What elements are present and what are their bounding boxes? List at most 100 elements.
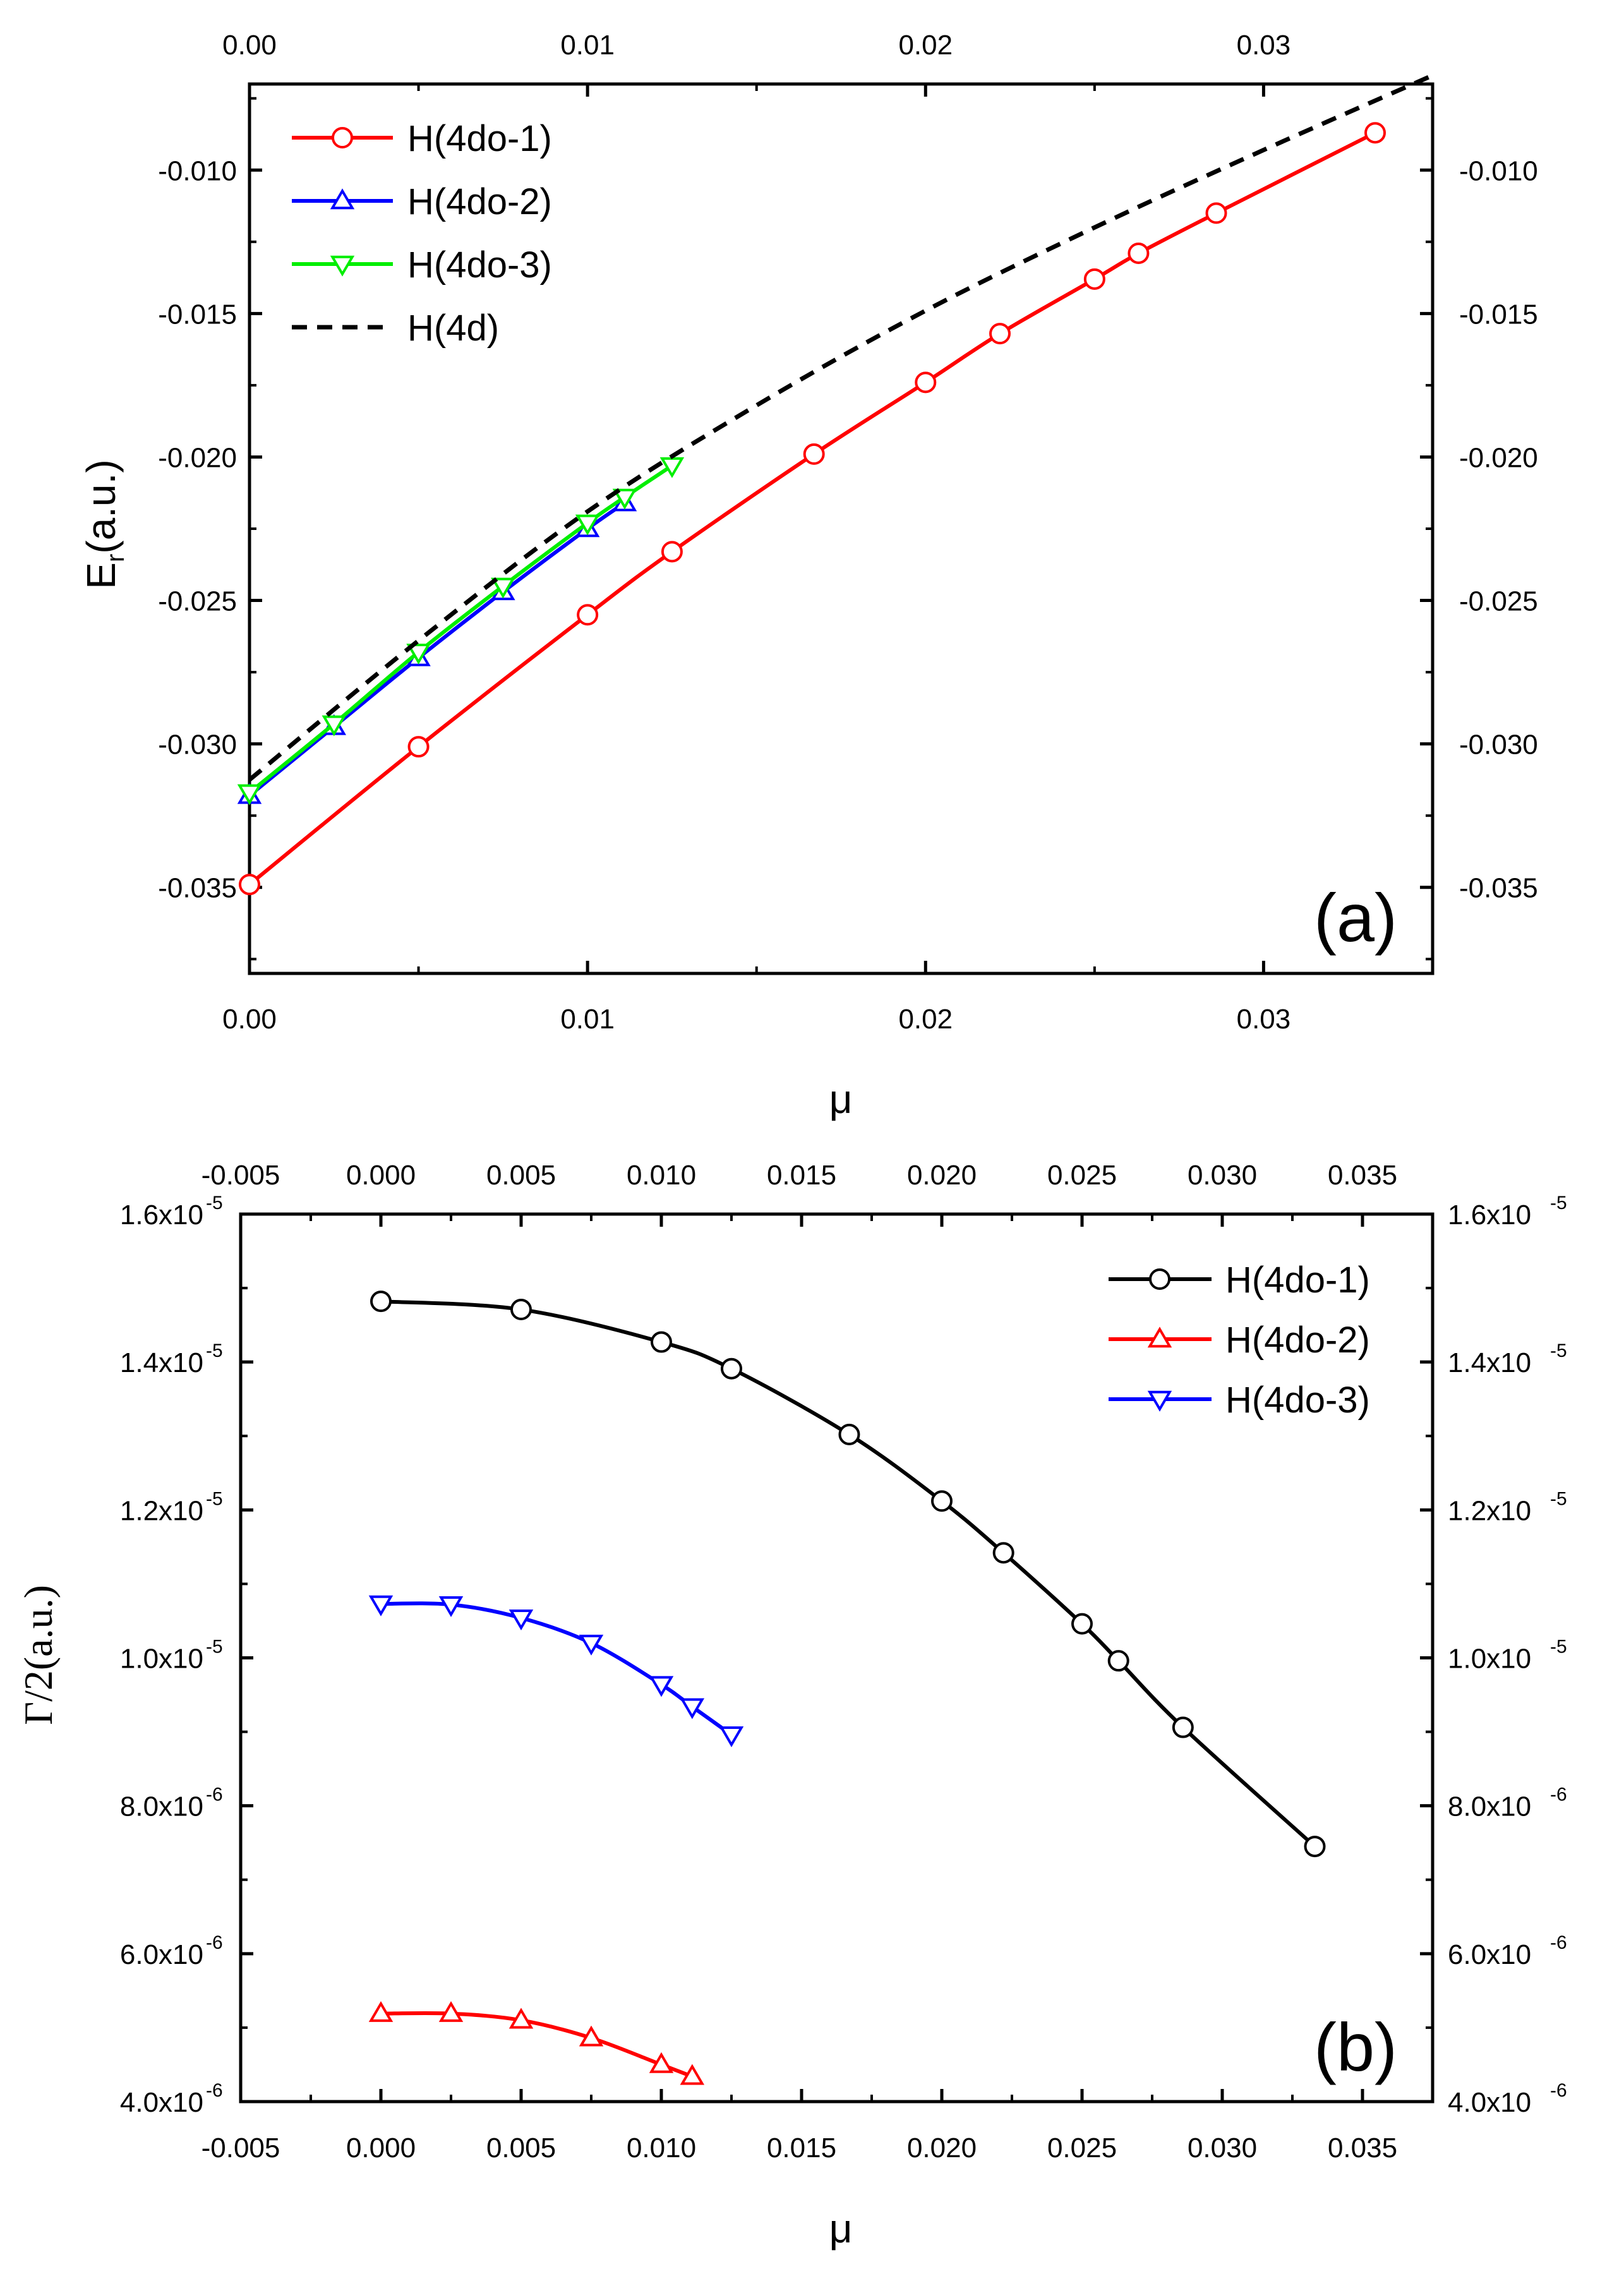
panel-b-y-tick-exponent-right: -6 [1550, 1785, 1567, 1805]
panel-a-point-h-4do-3 [612, 488, 637, 510]
panel-b-point-h-4do-1 [510, 1299, 532, 1321]
panel-b-label: (b) [1314, 2009, 1397, 2085]
panel-b-y-tick-label-left: 1.6x10 [120, 1200, 203, 1231]
panel-a-y-ticks: -0.035 -0.035 -0.030 -0.030 -0.025 -0.025 -0.0… [158, 97, 1538, 961]
panel-a-y-tick-label-left: -0.025 [158, 586, 237, 617]
panel-b-y-tick-exponent-left: -5 [206, 1193, 223, 1213]
panel-b-y-tick-exponent-left: -5 [206, 1637, 223, 1658]
panel-a-x-tick-label-top: 0.00 [222, 30, 277, 61]
panel-b: -0.005 -0.005 0.000 0.000 0.005 0.005 0.010 0.0… [16, 1160, 1567, 2251]
panel-a-x-tick-label-top: 0.03 [1237, 30, 1291, 61]
panel-b-x-tick-label-bottom: 0.030 [1188, 2133, 1257, 2164]
panel-b-y-tick-exponent-left: -6 [206, 1932, 223, 1953]
panel-a-point-h-4do-3 [322, 715, 347, 737]
panel-b-legend-label-h-4do-1: H(4do-1) [1225, 1260, 1370, 1301]
panel-b-x-tick-label-bottom: -0.005 [201, 2133, 280, 2164]
panel-a-point-h-4do-1 [661, 541, 683, 563]
panel-a-y-tick-label-right: -0.030 [1459, 730, 1538, 761]
panel-a-series-line-h-4do-1 [248, 131, 1376, 886]
panel-b-point-h-4do-1 [838, 1423, 860, 1445]
panel-b-point-h-4do-1 [1107, 1650, 1129, 1672]
panel-b-y-tick-label-left: 6.0x10 [120, 1939, 203, 1970]
panel-b-y-tick-exponent-left: -5 [206, 1488, 223, 1509]
panel-b-x-tick-label-top: 0.005 [486, 1160, 556, 1191]
panel-b-legend: H(4do-1) H(4do-2) H(4do-3) [1109, 1260, 1370, 1421]
panel-b-y-axis-title: Γ/2(a.u.) [16, 1585, 61, 1725]
panel-a-y-tick-label-left: -0.030 [158, 730, 237, 761]
panel-b-point-h-4do-1 [1172, 1716, 1194, 1738]
panel-b-point-h-4do-1 [992, 1542, 1014, 1564]
panel-b-x-tick-label-top: 0.025 [1047, 1160, 1117, 1191]
panel-b-point-h-4do-3 [719, 1726, 744, 1747]
panel-b-point-h-4do-3 [438, 1596, 464, 1617]
panel-a-point-h-4do-1 [1364, 122, 1386, 144]
panel-b-x-tick-label-top: 0.000 [346, 1160, 416, 1191]
panel-b-point-h-4do-2 [680, 2064, 705, 2085]
panel-a-x-tick-label-top: 0.02 [898, 30, 953, 61]
panel-b-point-h-4do-1 [721, 1357, 742, 1380]
panel-a-series-line-h-4do-2 [248, 501, 626, 797]
panel-b-legend-marker-h-4do-2 [1147, 1327, 1172, 1348]
panel-a-point-h-4do-3 [406, 644, 431, 665]
panel-b-legend-label-h-4do-3: H(4do-3) [1225, 1380, 1370, 1421]
panel-b-legend-marker-h-4do-1 [1149, 1268, 1170, 1290]
panel-b-legend-marker-h-4do-3 [1147, 1390, 1172, 1412]
panel-b-y-tick-label-left: 8.0x10 [120, 1791, 203, 1822]
panel-b-y-tick-label-right: 8.0x10 [1448, 1791, 1531, 1822]
panel-b-series-line-h-4do-1 [380, 1299, 1316, 1848]
panel-b-point-h-4do-3 [508, 1610, 534, 1630]
panel-b-y-tick-label-right: 1.4x10 [1448, 1347, 1531, 1378]
panel-b-point-h-4do-3 [579, 1634, 604, 1656]
panel-a-point-h-4do-3 [237, 784, 262, 805]
panel-b-y-tick-exponent-left: -5 [206, 1340, 223, 1361]
panel-a-point-h-4do-1 [239, 874, 260, 896]
panel-a-legend-marker-h-4do-2 [330, 188, 355, 210]
panel-a-legend-label-h-4do-2: H(4do-2) [407, 181, 552, 222]
panel-a-y-tick-label-right: -0.035 [1459, 873, 1538, 904]
panel-a-point-h-4do-1 [577, 604, 599, 626]
panel-b-y-tick-exponent-right: -5 [1550, 1340, 1567, 1361]
panel-a-legend: H(4do-1) H(4do-2) H(4do-3) H(4d) [292, 118, 552, 349]
panel-a-x-ticks: 0.00 0.00 0.01 0.01 0.02 0.02 0.03 0.03 [222, 30, 1290, 1035]
panel-b-y-tick-exponent-right: -5 [1550, 1488, 1567, 1509]
panel-a-y-title-sub: r [102, 554, 129, 562]
panel-a-series [237, 73, 1434, 896]
panel-b-y-tick-label-right: 4.0x10 [1448, 2087, 1531, 2118]
panel-b-x-tick-label-bottom: 0.010 [627, 2133, 696, 2164]
panel-a-y-tick-label-left: -0.015 [158, 299, 237, 330]
panel-a-y-tick-label-right: -0.025 [1459, 586, 1538, 617]
panel-a-x-tick-label-bottom: 0.00 [222, 1004, 277, 1035]
panel-a-y-tick-label-left: -0.035 [158, 873, 237, 904]
panel-b-point-h-4do-2 [508, 2007, 534, 2029]
panel-b-x-tick-label-top: -0.005 [201, 1160, 280, 1191]
panel-a-point-h-4do-1 [1083, 268, 1105, 290]
panel-a-y-tick-label-left: -0.020 [158, 442, 237, 473]
panel-a-y-title-unit: (a.u.) [78, 459, 124, 553]
panel-b-y-ticks: 4.0x10 -6 4.0x10 -66.0x10 -6 6.0x10 -68.0x10 -6… [120, 1193, 1567, 2118]
panel-b-series [368, 1291, 1326, 2085]
panel-b-x-axis-title: μ [829, 2206, 853, 2251]
panel-a-legend-label-h-4do-3: H(4do-3) [407, 244, 552, 286]
panel-a-legend-marker-h-4do-1 [332, 127, 353, 148]
panel-b-y-tick-exponent-right: -5 [1550, 1193, 1567, 1213]
panel-b-y-tick-label-left: 1.2x10 [120, 1495, 203, 1526]
panel-a-y-tick-label-left: -0.010 [158, 155, 237, 186]
panel-a-x-axis-title: μ [829, 1076, 853, 1122]
panel-b-point-h-4do-3 [368, 1595, 394, 1616]
panel-b-point-h-4do-1 [370, 1291, 392, 1313]
panel-a-point-h-4do-3 [575, 514, 600, 536]
panel-a-y-axis-title: Er(a.u.) [78, 459, 129, 589]
panel-a-legend-label-h-4d: H(4d) [407, 308, 499, 349]
panel-a-point-h-4do-3 [659, 457, 685, 478]
panel-b-y-tick-label-right: 1.6x10 [1448, 1200, 1531, 1231]
panel-a-point-h-4do-3 [491, 577, 515, 599]
panel-a-point-h-4do-1 [1205, 202, 1227, 224]
panel-b-point-h-4do-3 [649, 1676, 674, 1697]
panel-a-x-tick-label-bottom: 0.02 [898, 1004, 953, 1035]
panel-b-point-h-4do-1 [931, 1490, 953, 1512]
panel-a-legend-marker-h-4do-3 [330, 255, 355, 277]
panel-b-x-tick-label-top: 0.015 [767, 1160, 836, 1191]
panel-a-point-h-4do-1 [407, 736, 430, 758]
panel-a-x-tick-label-bottom: 0.01 [560, 1004, 615, 1035]
